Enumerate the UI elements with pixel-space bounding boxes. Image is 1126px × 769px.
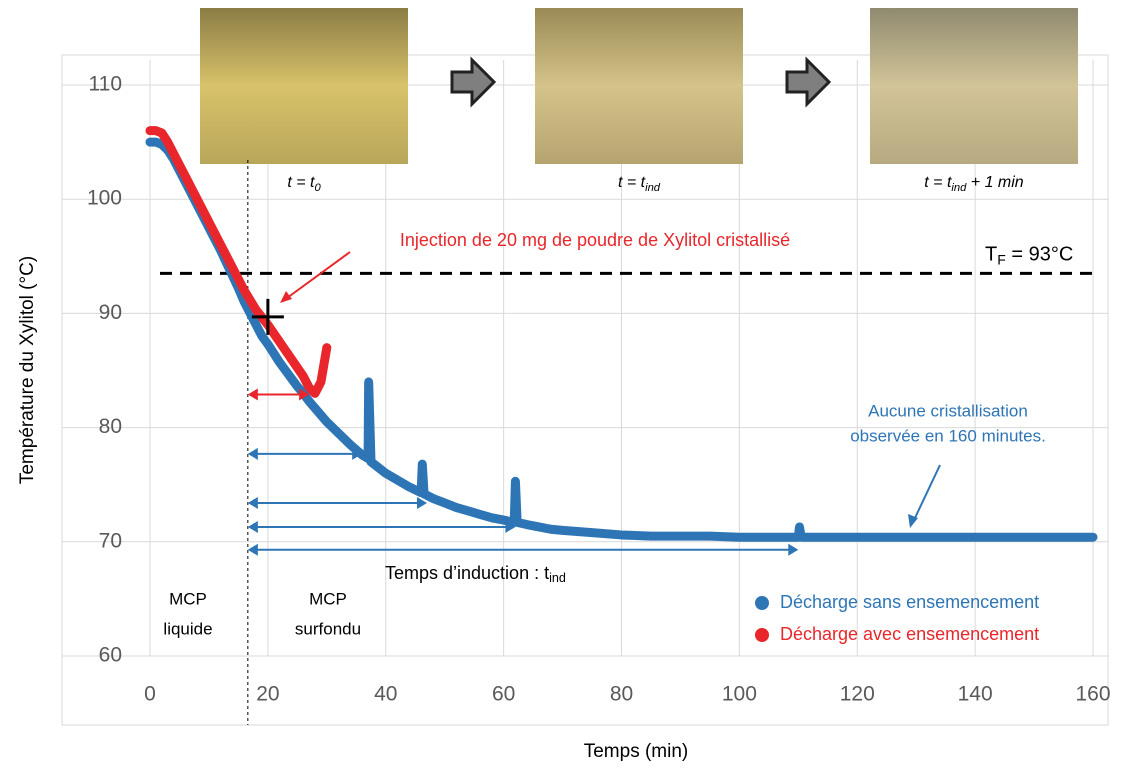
step-arrow xyxy=(785,56,832,108)
arrow-head xyxy=(247,388,258,401)
photo-caption-part: 0 xyxy=(314,182,321,194)
y-tick-label: 60 xyxy=(99,644,122,667)
photos xyxy=(200,8,1078,164)
y-tick-label: 80 xyxy=(99,415,122,438)
induction-label: Temps d’induction : tind xyxy=(385,563,566,586)
reference-label-part: F xyxy=(997,251,1006,267)
x-tick-label: 140 xyxy=(958,683,993,706)
injection-label: Injection de 20 mg de poudre de Xylitol … xyxy=(400,230,790,250)
photo-caption-part: t = t xyxy=(924,174,952,191)
photo-caption-part: ind xyxy=(645,182,661,194)
photo-caption: t = tind xyxy=(618,174,661,194)
arrow-head xyxy=(417,496,428,509)
arrow-head xyxy=(247,543,258,556)
arrow-head xyxy=(788,543,799,556)
induction-label-part: ind xyxy=(549,571,566,585)
legend-marker xyxy=(755,628,769,642)
legend-label: Décharge avec ensemencement xyxy=(780,624,1039,644)
legend-marker xyxy=(755,596,769,610)
x-tick-label: 0 xyxy=(144,683,156,706)
x-tick-label: 40 xyxy=(374,683,397,706)
reference-label-part: T xyxy=(985,244,997,266)
arrow-head xyxy=(247,496,258,509)
photo xyxy=(200,8,408,164)
injection-marker xyxy=(251,298,284,335)
photo-caption-part: t = t xyxy=(287,174,315,191)
photo-caption: t = t0 xyxy=(287,174,321,194)
photo-caption-part: + 1 min xyxy=(966,174,1023,191)
note: observée en 160 minutes. xyxy=(850,426,1046,445)
zone-label: MCP xyxy=(169,589,207,608)
x-tick-label: 100 xyxy=(722,683,757,706)
note: Aucune cristallisation xyxy=(868,401,1028,420)
reference-label-part: = 93°C xyxy=(1006,244,1073,266)
y-tick-label: 90 xyxy=(99,301,122,324)
arrow-head xyxy=(505,520,516,533)
arrow-head xyxy=(299,388,310,401)
y-tick-label: 110 xyxy=(89,73,122,96)
arrow-head xyxy=(247,520,258,533)
legend-label: Décharge sans ensemencement xyxy=(780,592,1039,612)
induction-label-part: Temps d’induction : t xyxy=(385,563,549,583)
y-axis-title: Température du Xylitol (°C) xyxy=(17,256,38,484)
step-arrow xyxy=(450,56,497,108)
x-axis-title: Temps (min) xyxy=(584,741,689,762)
x-tick-label: 160 xyxy=(1075,683,1110,706)
injection-arrow-head xyxy=(280,291,292,303)
x-tick-label: 120 xyxy=(840,683,875,706)
x-tick-label: 60 xyxy=(492,683,515,706)
y-tick-label: 100 xyxy=(87,187,122,210)
injection-arrow xyxy=(286,251,351,299)
y-tick-label: 70 xyxy=(99,529,122,552)
reference-label: TF = 93°C xyxy=(985,244,1073,267)
x-tick-label: 80 xyxy=(610,683,633,706)
zone-label: surfondu xyxy=(295,619,361,638)
x-tick-label: 20 xyxy=(256,683,279,706)
zone-label: liquide xyxy=(163,619,212,638)
photo-caption-part: ind xyxy=(951,182,967,194)
zone-label: MCP xyxy=(309,589,347,608)
photo xyxy=(535,8,743,164)
photo xyxy=(870,8,1078,164)
note-arrow xyxy=(913,464,941,521)
photo-caption: t = tind + 1 min xyxy=(924,174,1024,194)
arrow-head xyxy=(247,447,258,460)
photo-caption-part: t = t xyxy=(618,174,646,191)
arrow-head xyxy=(352,447,363,460)
note-arrow-head xyxy=(908,514,918,528)
series-line xyxy=(145,126,332,398)
